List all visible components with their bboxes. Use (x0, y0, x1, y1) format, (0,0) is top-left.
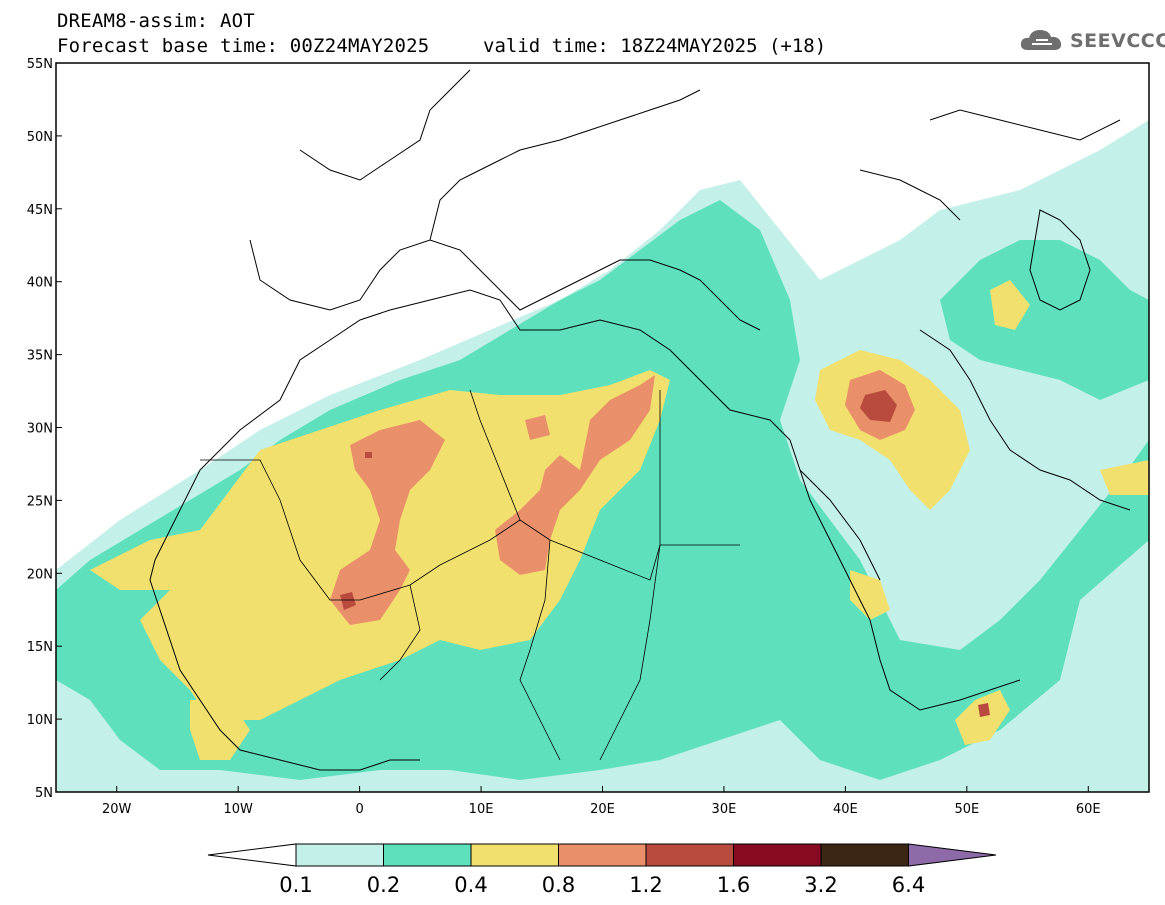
coastlines (149, 69, 1131, 771)
latitude-axis: 5N 10N 15N 20N 25N 30N 35N 40N 45N 50N 55N (27, 57, 62, 801)
lon-tick-label: 20W (102, 802, 132, 817)
lon-tick-label: 60E (1076, 802, 1101, 817)
aot-contour-level-4 (330, 420, 445, 625)
colorbar-label: 0.4 (454, 873, 487, 897)
lon-tick-label: 50E (954, 802, 979, 817)
aot-field (56, 63, 1149, 792)
lat-tick-label: 25N (27, 494, 53, 509)
colorbar-label: 0.1 (279, 873, 312, 897)
lat-tick-label: 55N (27, 57, 53, 72)
aot-contour-level-3 (990, 280, 1030, 330)
colorbar-segment (558, 843, 647, 867)
lat-tick-label: 40N (27, 276, 53, 291)
aot-contour-level-3 (955, 690, 1010, 745)
lat-tick-label: 5N (35, 786, 53, 801)
aot-contour-level-4 (495, 375, 655, 575)
cloud-logo-icon (1020, 30, 1062, 50)
country-borders (200, 389, 740, 761)
colorbar: 0.1 0.2 0.4 0.8 1.2 1.6 3.2 6.4 (207, 843, 997, 897)
colorbar-label: 1.2 (629, 873, 662, 897)
colorbar-label: 0.2 (367, 873, 400, 897)
colorbar-label: 0.8 (542, 873, 575, 897)
colorbar-segment (295, 843, 384, 867)
lon-tick-label: 10E (469, 802, 494, 817)
base-time: Forecast base time: 00Z24MAY2025 (57, 35, 430, 57)
aot-contour-level-5 (978, 703, 990, 717)
aot-contour-level-5 (860, 390, 897, 422)
colorbar-low-triangle (207, 843, 297, 867)
aot-contour-level-3 (850, 570, 890, 620)
lon-tick-label: 10W (223, 802, 253, 817)
aot-contour-level-5 (365, 452, 372, 458)
lat-tick-label: 15N (27, 640, 53, 655)
aot-contour-level-4 (525, 415, 550, 440)
logo-text: SEEVCCC (1070, 30, 1165, 52)
longitude-axis: 20W 10W 0 10E 20E 30E 40E 50E 60E (102, 786, 1101, 817)
lat-tick-label: 45N (27, 203, 53, 218)
lon-tick-label: 30E (712, 802, 737, 817)
aot-contour-level-2 (940, 240, 1149, 400)
lat-tick-label: 50N (27, 130, 53, 145)
lon-tick-label: 40E (833, 802, 858, 817)
colorbar-segment (820, 843, 909, 867)
lon-tick-label: 0 (355, 802, 363, 817)
valid-time: valid time: 18Z24MAY2025 (+18) (483, 35, 827, 57)
lat-tick-label: 30N (27, 422, 53, 437)
lat-tick-label: 35N (27, 349, 53, 364)
lon-tick-label: 20E (590, 802, 615, 817)
colorbar-label: 6.4 (892, 873, 925, 897)
model-title: DREAM8-assim: AOT (57, 10, 255, 32)
colorbar-segment (383, 843, 472, 867)
colorbar-label: 3.2 (804, 873, 837, 897)
colorbar-segment (733, 843, 822, 867)
colorbar-segment (645, 843, 734, 867)
colorbar-high-triangle (908, 843, 997, 867)
colorbar-segment (470, 843, 559, 867)
aot-contour-level-5 (340, 592, 356, 610)
aot-contour-level-3 (1100, 460, 1149, 495)
lat-tick-label: 10N (27, 713, 53, 728)
colorbar-label: 1.6 (717, 873, 750, 897)
lat-tick-label: 20N (27, 567, 53, 582)
